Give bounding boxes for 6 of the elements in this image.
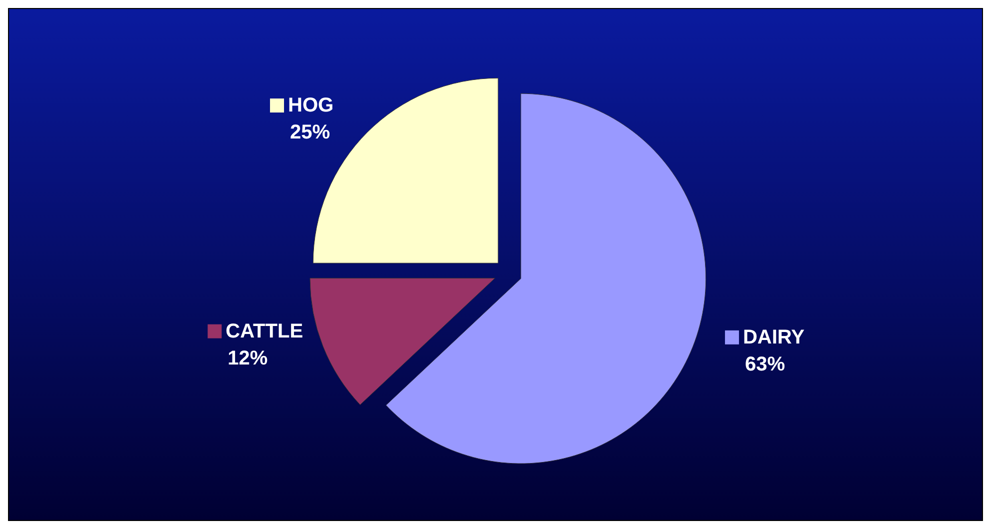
data-label: 63%	[744, 353, 786, 376]
slice-label: DAIRY	[742, 326, 806, 348]
legend-label: HOG	[288, 94, 334, 117]
data-label: 25%	[290, 122, 330, 144]
data-label: 12%	[228, 347, 268, 370]
legend-label: CATTLE	[226, 320, 304, 342]
